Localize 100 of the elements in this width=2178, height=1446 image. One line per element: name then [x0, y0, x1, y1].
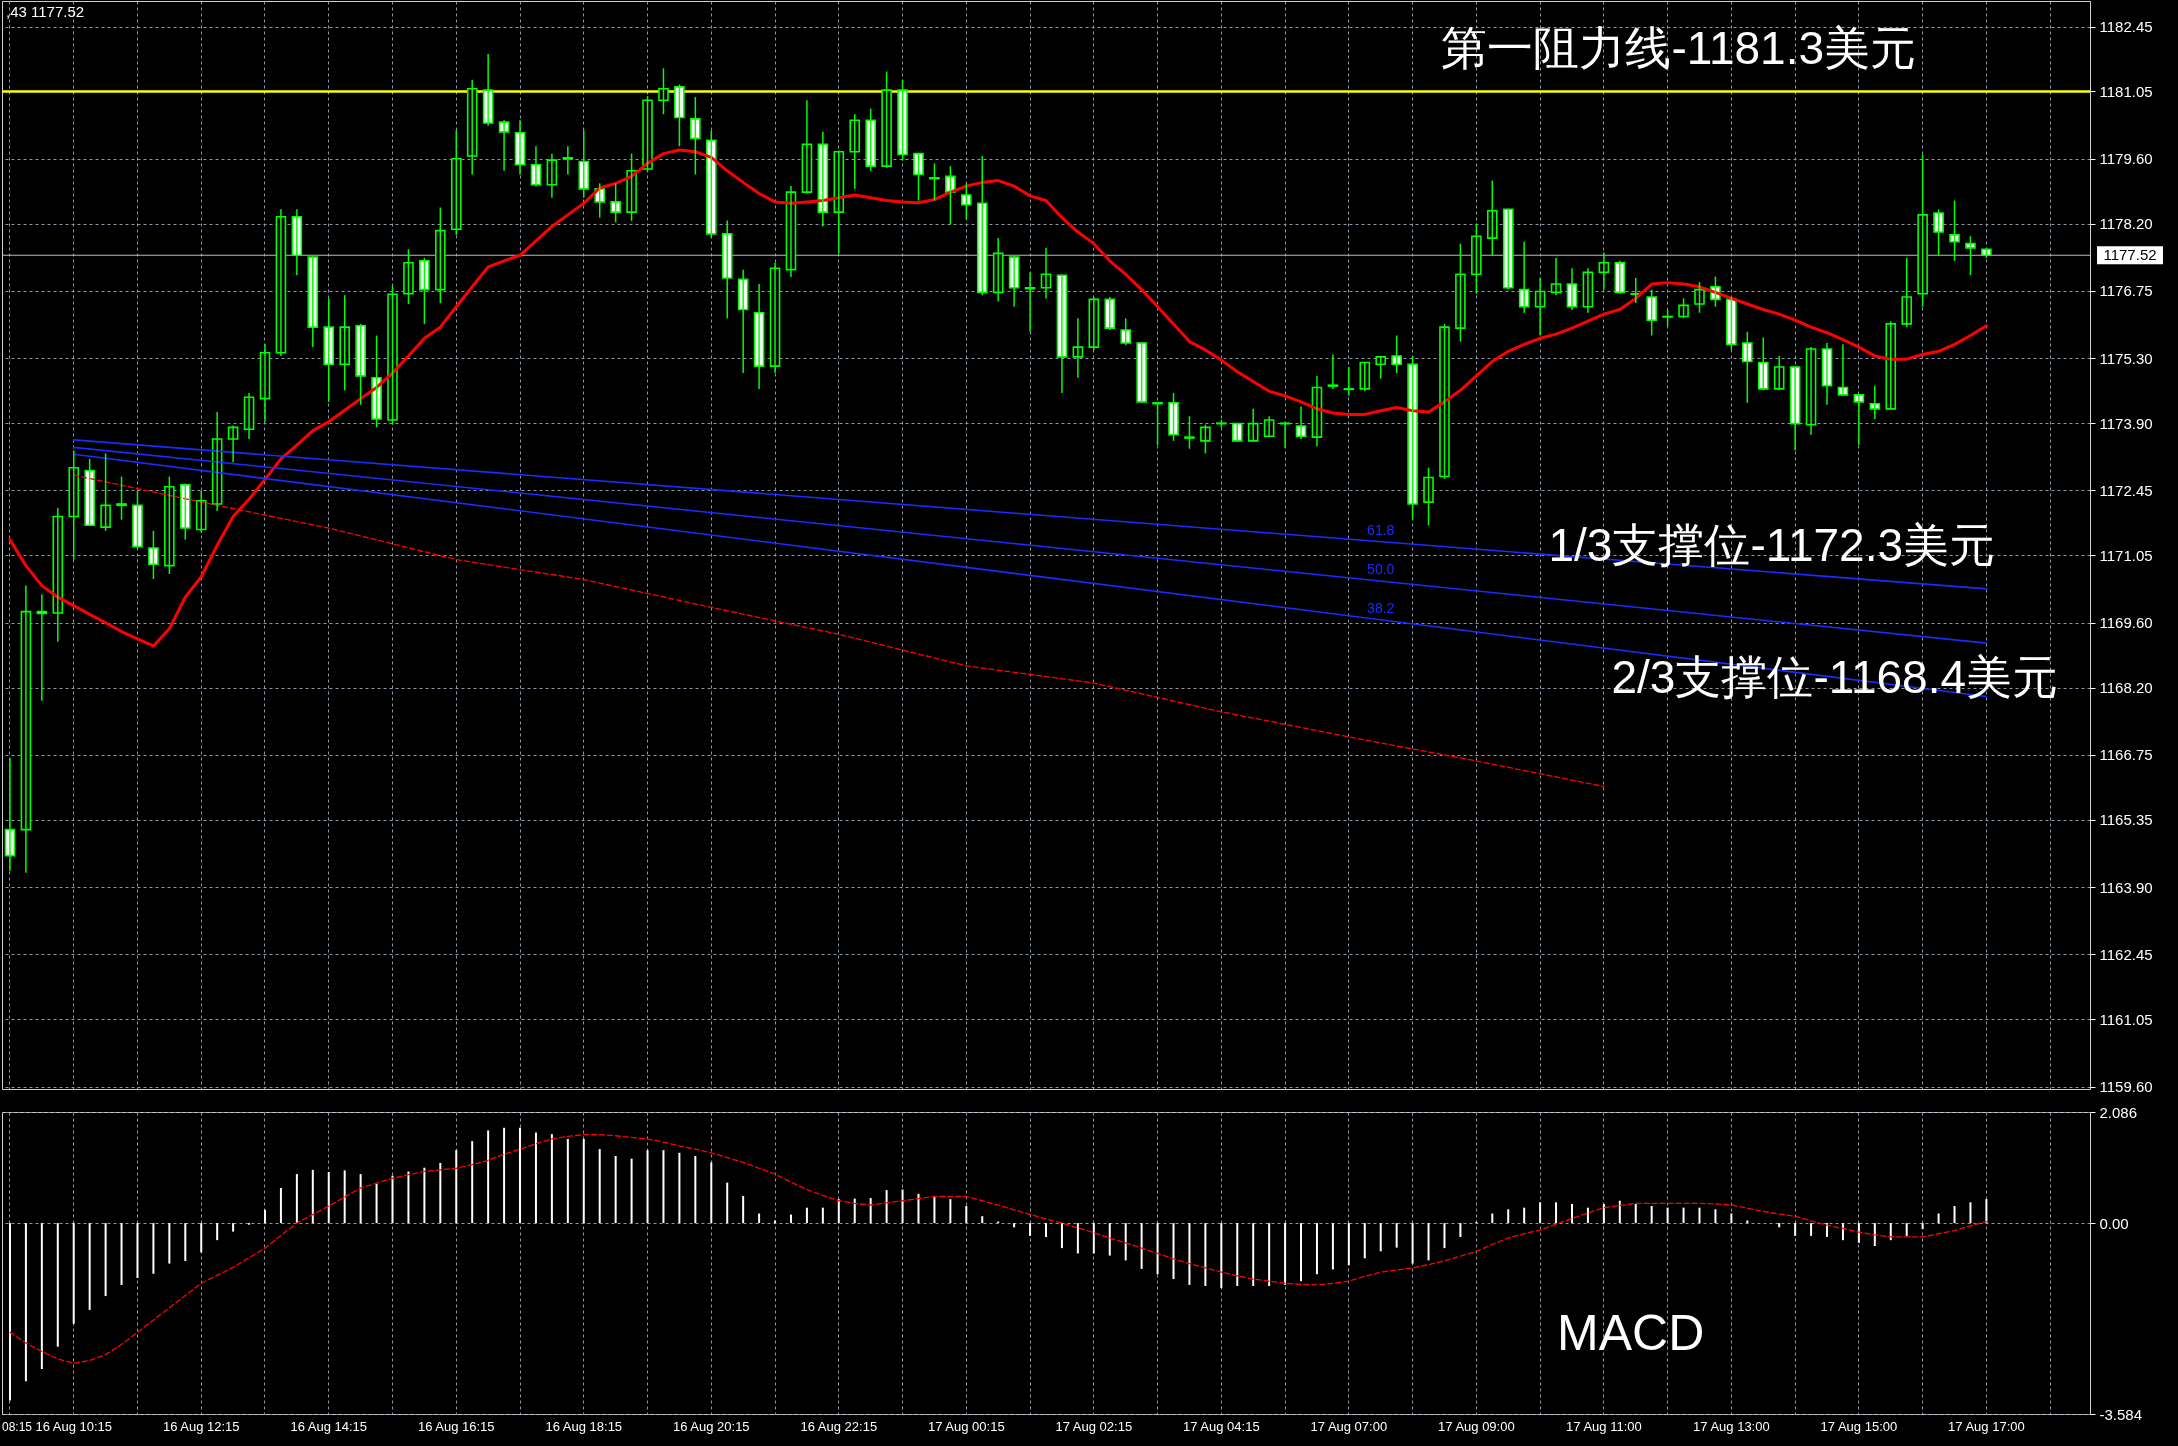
candlestick [1757, 336, 1769, 392]
bar [232, 1223, 235, 1232]
x-tick-label: 16 Aug 10:15 [35, 1418, 113, 1434]
bar [1937, 1213, 1940, 1224]
x-tick-label: 17 Aug 15:00 [1820, 1418, 1898, 1434]
candlestick [1184, 415, 1195, 450]
x-tick-label: 16 Aug 18:15 [545, 1418, 623, 1434]
bar [694, 1156, 697, 1224]
bar [805, 1207, 808, 1224]
bar [1284, 1223, 1287, 1285]
bar [200, 1223, 203, 1253]
candlestick [705, 129, 717, 239]
bar [1730, 1213, 1733, 1224]
candlestick [1168, 392, 1179, 442]
bar [534, 1132, 537, 1224]
bar [1539, 1202, 1542, 1224]
candlestick [1439, 323, 1450, 480]
bar [1921, 1223, 1924, 1229]
candlestick [913, 152, 924, 202]
y-tick-label: 1169.60 [2099, 614, 2153, 632]
bar [471, 1141, 474, 1224]
bar [1300, 1223, 1303, 1282]
bar [1634, 1203, 1637, 1224]
candlestick [1933, 208, 1944, 256]
bar [1379, 1223, 1382, 1252]
bar [726, 1182, 729, 1224]
bar [375, 1183, 378, 1224]
y-tick-label: 1175.30 [2099, 349, 2153, 367]
x-tick-label: 17 Aug 00:15 [927, 1418, 1005, 1434]
bar [1570, 1203, 1573, 1224]
bar [1427, 1223, 1430, 1261]
candlestick [1678, 297, 1689, 320]
bar [1172, 1223, 1175, 1280]
x-tick-label: 16 Aug 12:15 [162, 1418, 240, 1434]
y-tick-label: 1178.20 [2099, 215, 2153, 233]
bar [1491, 1213, 1494, 1224]
y-tick-label: 1172.45 [2099, 481, 2153, 499]
bar [88, 1223, 91, 1310]
y-tick-label: 1159.60 [2099, 1078, 2153, 1096]
bar [1315, 1223, 1318, 1275]
series-label: 61.8 [1367, 521, 1395, 538]
candlestick [435, 206, 446, 304]
candlestick [1152, 401, 1163, 446]
candlestick [355, 323, 366, 406]
bar [1841, 1223, 1844, 1241]
y-tick-label: 2.086 [2099, 1103, 2138, 1121]
candlestick [132, 490, 143, 550]
bar [1586, 1207, 1589, 1224]
bar [1156, 1223, 1159, 1275]
bar [789, 1214, 792, 1224]
y-tick-label: 1166.75 [2099, 746, 2153, 764]
candlestick [865, 107, 876, 172]
bar [933, 1195, 936, 1224]
bar [327, 1171, 330, 1224]
candlestick [1375, 355, 1387, 380]
bar [853, 1198, 856, 1224]
bar [1331, 1223, 1334, 1270]
bar [343, 1170, 346, 1224]
candlestick [674, 83, 685, 147]
candlestick [1742, 331, 1753, 404]
bar [439, 1162, 442, 1224]
bar [1363, 1223, 1366, 1259]
candlestick [1407, 355, 1418, 521]
bar [901, 1189, 904, 1224]
bar [455, 1150, 458, 1224]
x-tick-label: 17 Aug 13:00 [1693, 1418, 1770, 1434]
y-tick-label: 1181.05 [2099, 82, 2153, 100]
bar [184, 1223, 187, 1261]
y-tick-label: 1171.05 [2099, 546, 2153, 564]
y-tick-label: -3.584 [2099, 1405, 2143, 1423]
candlestick [1327, 353, 1339, 390]
candlestick [1486, 179, 1498, 256]
bar [1395, 1223, 1398, 1248]
bar [869, 1198, 872, 1224]
candlestick [419, 257, 430, 325]
bar [391, 1175, 394, 1224]
bar [1140, 1223, 1143, 1269]
bar [1092, 1223, 1095, 1254]
candlestick [1901, 257, 1912, 328]
bar [1905, 1223, 1908, 1236]
line-series [9, 1134, 1988, 1364]
bar [56, 1223, 59, 1347]
candlestick [897, 79, 908, 162]
bar [1985, 1199, 1988, 1224]
x-tick-label: 17 Aug 02:15 [1055, 1418, 1133, 1434]
bar [1555, 1202, 1558, 1224]
candlestick [1471, 222, 1482, 295]
candlestick [961, 182, 972, 220]
bar [662, 1150, 665, 1224]
x-tick-label: 17 Aug 17:00 [1948, 1418, 2025, 1434]
bar [216, 1223, 219, 1241]
bar [614, 1156, 617, 1224]
bar [503, 1127, 506, 1224]
bar [742, 1195, 745, 1224]
candlestick [323, 297, 335, 403]
y-tick-label: 1176.75 [2099, 282, 2153, 300]
bar [1045, 1223, 1047, 1237]
bar [104, 1223, 107, 1297]
bar [24, 1223, 27, 1382]
candlestick [1726, 296, 1737, 351]
